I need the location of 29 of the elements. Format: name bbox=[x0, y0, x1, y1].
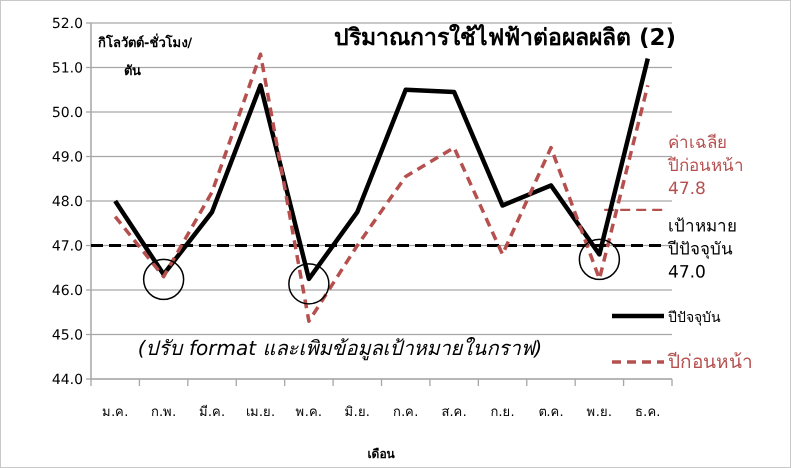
y-tick-label: 52.0 bbox=[52, 16, 83, 32]
x-tick-label: ธ.ค. bbox=[635, 405, 660, 420]
ref-line-label: เป้าหมาย ปีปัจจุบัน 47.0 bbox=[667, 216, 737, 282]
x-tick-label: ก.ค. bbox=[393, 405, 418, 420]
x-tick-label: ม.ค. bbox=[102, 405, 128, 420]
x-tick-label: มี.ค. bbox=[198, 404, 226, 420]
y-tick-label: 49.0 bbox=[52, 150, 83, 166]
x-tick-label: ต.ค. bbox=[538, 405, 564, 420]
y-tick-label: 45.0 bbox=[52, 328, 83, 344]
y-tick-label: 51.0 bbox=[52, 60, 83, 76]
y-tick-label: 48.0 bbox=[52, 194, 83, 210]
y-tick-label: 47.0 bbox=[52, 238, 83, 254]
y-tick-label: 50.0 bbox=[52, 105, 83, 121]
x-tick-label: ก.พ. bbox=[150, 405, 176, 420]
x-axis-title: เดือน bbox=[368, 447, 396, 461]
ref-line-label: ค่าเฉลีย ปีก่อนหน้า 47.8 bbox=[667, 132, 744, 199]
chart-title: ปริมาณการใช้ไฟฟ้าต่อผลผลิต (2) bbox=[334, 23, 676, 51]
y-tick-label: 46.0 bbox=[52, 283, 83, 299]
x-tick-label: พ.ค. bbox=[296, 405, 322, 420]
x-tick-label: ส.ค. bbox=[441, 405, 467, 420]
annotation: (ปรับ format และเพิมข้อมูลเป้าหมายในกราฟ) bbox=[138, 336, 542, 361]
x-tick-label: เม.ย. bbox=[246, 405, 276, 420]
x-tick-label: พ.ย. bbox=[586, 405, 612, 420]
legend-label: ปีปัจจุบัน bbox=[668, 310, 721, 326]
y-axis-title: กิโลวัตต์-ชั่วโมง/ตัน bbox=[98, 33, 192, 79]
x-tick-label: ก.ย. bbox=[490, 405, 515, 420]
y-tick-label: 44.0 bbox=[52, 372, 83, 388]
x-tick-label: มิ.ย. bbox=[344, 405, 370, 420]
legend-label: ปีก่อนหน้า bbox=[667, 351, 753, 373]
